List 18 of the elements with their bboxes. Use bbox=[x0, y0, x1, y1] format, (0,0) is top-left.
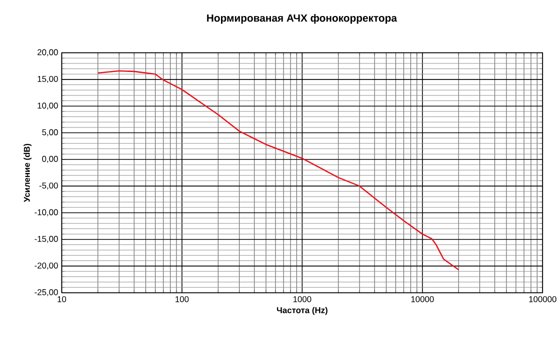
y-tick-label: -10,00 bbox=[34, 210, 58, 216]
y-axis-title: Усиление (dB) bbox=[24, 144, 32, 202]
y-tick-label: 10,00 bbox=[38, 102, 58, 110]
chart-title: Нормированая АЧХ фонокорректора bbox=[207, 14, 398, 24]
y-tick-label: 5,00 bbox=[42, 130, 58, 136]
x-tick-label: 10000 bbox=[411, 296, 434, 302]
y-tick-label: -5,00 bbox=[39, 182, 58, 190]
y-tick-label: 15,00 bbox=[38, 76, 58, 84]
y-tick-label: -15,00 bbox=[34, 236, 58, 244]
y-tick-label: -25,00 bbox=[34, 289, 58, 296]
x-tick-label: 10 bbox=[58, 296, 66, 302]
x-tick-label: 1000 bbox=[293, 296, 312, 302]
x-tick-label: 100 bbox=[176, 296, 189, 302]
y-tick-label: 20,00 bbox=[38, 50, 58, 56]
y-tick-label: -20,00 bbox=[34, 262, 58, 270]
x-axis-title: Частота (Hz) bbox=[276, 307, 328, 316]
x-tick-label: 100000 bbox=[529, 296, 556, 302]
y-tick-label: 0,00 bbox=[42, 156, 58, 164]
